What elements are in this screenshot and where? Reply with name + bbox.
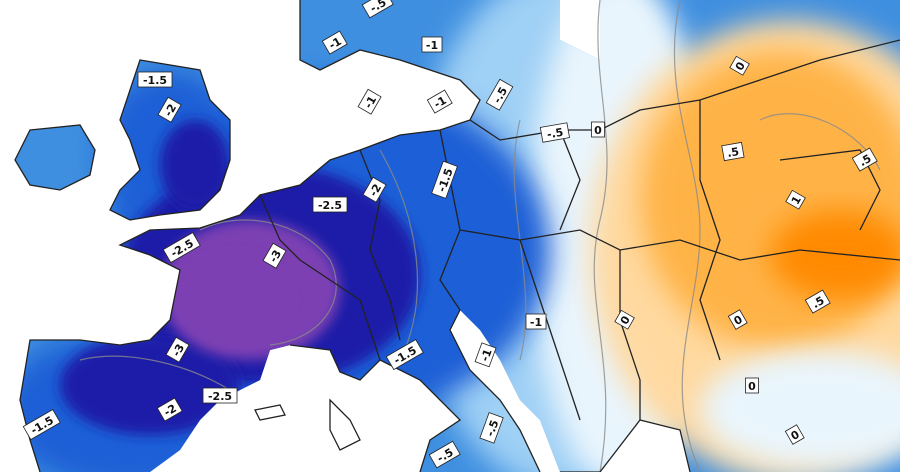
contour-label-l33: 0 (591, 121, 605, 138)
contour-label-text: -1 (426, 39, 438, 52)
contour-label-box (591, 121, 605, 138)
contour-label-l17: -2 (156, 397, 183, 422)
contour-label-l30: .5 (804, 289, 831, 314)
contour-label-box (22, 409, 61, 441)
contour-label-l9: -.5 (539, 122, 570, 143)
contour-label-box (485, 78, 514, 111)
contour-label-l14: -3 (262, 242, 287, 269)
contour-label-l25: .5 (721, 141, 745, 162)
contour-label-text: 0 (594, 124, 602, 137)
contour-label-box (157, 96, 182, 123)
field-navy-uk (160, 120, 230, 210)
contour-label-box (385, 339, 424, 371)
contour-label-box (539, 122, 570, 143)
contour-label-text: -1 (362, 94, 379, 111)
field-purple-core (180, 255, 290, 345)
contour-label-box (421, 36, 443, 53)
contour-label-box (804, 289, 831, 314)
contour-label-box (727, 309, 748, 330)
contour-label-text: -2.5 (208, 390, 232, 403)
contour-label-box (474, 342, 497, 368)
field-pale-south (700, 350, 900, 470)
contour-label-l16: -2.5 (202, 387, 238, 404)
contour-label-text: -1 (530, 316, 542, 329)
contour-label-l20: -1 (474, 342, 497, 368)
contour-label-box (312, 196, 348, 213)
contour-lines (79, 0, 881, 472)
sardinia-outline (329, 398, 361, 451)
country-borders (14, 0, 900, 472)
contour-label-box (361, 0, 394, 19)
contour-label-text: -3 (170, 342, 187, 359)
contour-label-text: -1 (327, 35, 344, 52)
contour-label-text: .5 (810, 294, 827, 311)
contour-label-l26: .5 (851, 147, 878, 172)
contour-label-box (614, 309, 635, 330)
contour-label-box (785, 189, 806, 210)
contour-label-text: -2.5 (318, 199, 342, 212)
contour-label-l21: -1 (525, 313, 547, 330)
contour-label-text: -2 (367, 182, 384, 199)
contour-label-box (321, 30, 348, 55)
contour-label-l29: 0 (727, 309, 748, 330)
contour-label-l32: 0 (784, 424, 805, 445)
contour-label-box (525, 313, 547, 330)
contour-label-box (262, 242, 287, 269)
balearic-outline (254, 404, 286, 421)
contour-label-l4: -2 (157, 96, 182, 123)
contour-label-box (156, 397, 183, 422)
contour-label-box (137, 71, 173, 88)
contour-label-box (784, 424, 805, 445)
contour-label-l6: -.5 (485, 78, 514, 111)
contour-label-text: -.5 (546, 126, 564, 142)
contour-label-text: -1 (432, 94, 449, 111)
contour-label-box (428, 440, 461, 469)
contour-label-text: -2 (162, 102, 179, 119)
contour-label-text: -1.5 (143, 74, 167, 87)
contour-label-l11: -2 (362, 176, 387, 203)
contour-label-l3: -1.5 (137, 71, 173, 88)
contour-label-box (721, 141, 745, 162)
contour-label-l2: -1 (321, 30, 348, 55)
contour-label-text: -1 (478, 347, 494, 363)
contour-label-text: 0 (748, 380, 756, 393)
contour-label-l28: 0 (614, 309, 635, 330)
contour-label-box (357, 88, 382, 115)
contour-label-box (165, 336, 190, 363)
contour-label-l7: -1 (357, 88, 382, 115)
contour-label-text: .5 (857, 152, 874, 169)
contour-label-box (362, 176, 387, 203)
contour-label-l5: -1 (421, 36, 443, 53)
contour-label-box (729, 55, 750, 76)
contour-label-box (745, 377, 759, 394)
field-navy-iberia (60, 335, 240, 435)
contour-label-box (479, 412, 504, 444)
contour-label-box (431, 160, 458, 199)
contour-label-l27: 1 (785, 189, 806, 210)
contour-label-box (202, 387, 238, 404)
field-orange-dark (770, 210, 900, 300)
contour-label-l12: -2.5 (312, 196, 348, 213)
contour-label-l23: -.5 (479, 412, 504, 444)
contour-label-l31: 0 (745, 377, 759, 394)
contour-label-box (426, 89, 453, 114)
contour-label-l15: -3 (165, 336, 190, 363)
contour-label-l24: 0 (729, 55, 750, 76)
contour-label-l22: -.5 (428, 440, 461, 469)
contour-label-box (851, 147, 878, 172)
contour-label-text: -3 (267, 248, 284, 265)
contour-label-text: .5 (726, 145, 740, 160)
contour-label-text: -.5 (484, 418, 502, 438)
contour-label-text: -2 (162, 402, 179, 419)
contour-labels: -.5-1-1.5-2-1-.5-1 -1-.5-1.5-2-2.5-2.5 -3-… (22, 0, 878, 469)
contour-label-l8: -1 (426, 89, 453, 114)
contour-label-box (162, 232, 201, 264)
